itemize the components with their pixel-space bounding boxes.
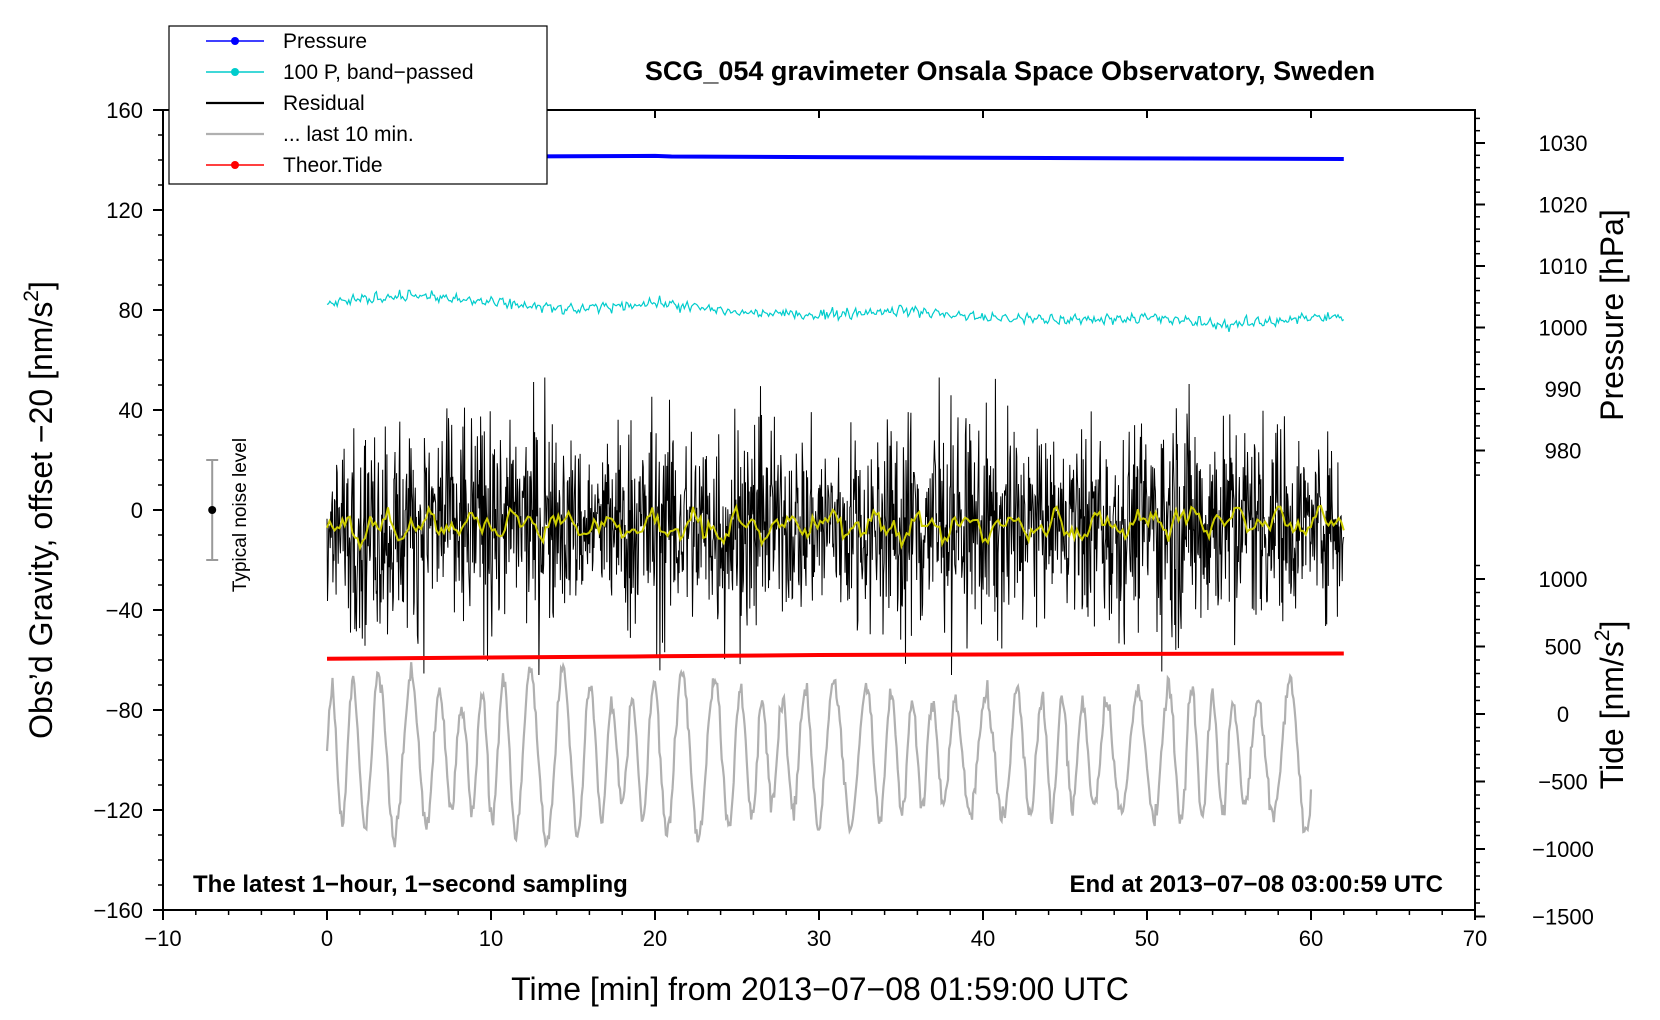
series-residual-line bbox=[326, 377, 1345, 676]
legend-swatch-marker bbox=[231, 37, 239, 45]
y-left-tick-label: −120 bbox=[93, 798, 143, 823]
y-pressure-axis-title: Pressure [hPa] bbox=[1594, 209, 1630, 421]
y-left-tick-label: 40 bbox=[119, 398, 143, 423]
legend-box bbox=[168, 25, 548, 185]
x-tick-label: −10 bbox=[144, 926, 181, 951]
y-tide-axis-title: Tide [nm/s2] bbox=[1591, 621, 1630, 790]
series-theor-tide-line bbox=[326, 651, 1344, 661]
series-layer bbox=[325, 153, 1345, 849]
x-tick-label: 70 bbox=[1463, 926, 1487, 951]
x-tick-label: 60 bbox=[1299, 926, 1323, 951]
y-tide-tick-label: 0 bbox=[1557, 702, 1569, 727]
y-pressure-tick-label: 1020 bbox=[1539, 193, 1588, 218]
y-left-tick-label: −160 bbox=[93, 898, 143, 923]
y-left-axis-title: Obs’d Gravity, offset −20 [nm/s2] bbox=[20, 281, 59, 739]
legend-swatch-marker bbox=[231, 68, 239, 76]
y-pressure-tick-label: 980 bbox=[1545, 439, 1582, 464]
y-left-tick-label: 120 bbox=[106, 198, 143, 223]
y-tide-tick-label: −500 bbox=[1538, 770, 1588, 795]
y-pressure-tick-label: 1030 bbox=[1539, 131, 1588, 156]
y-tide-tick-label: −1500 bbox=[1532, 905, 1594, 930]
x-tick-label: 30 bbox=[807, 926, 831, 951]
chart-title: SCG_054 gravimeter Onsala Space Observat… bbox=[645, 56, 1375, 86]
legend-label: ... last 10 min. bbox=[283, 123, 414, 146]
axes-layer: −10 0 10 20 30 40 50 60 7016012080400−40−80−120−… bbox=[93, 98, 1593, 951]
legend-label: Theor.Tide bbox=[283, 154, 383, 177]
y-tide-tick-label: 1000 bbox=[1539, 567, 1588, 592]
y-left-tick-label: 0 bbox=[131, 498, 143, 523]
y-tide-tick-label: −1000 bbox=[1532, 837, 1594, 862]
series-last-10-min-line bbox=[325, 661, 1313, 849]
series-residual-smoothed-line bbox=[326, 503, 1345, 552]
note-end-time: End at 2013−07−08 03:00:59 UTC bbox=[1069, 871, 1443, 898]
x-tick-label: 20 bbox=[643, 926, 667, 951]
noise-indicator bbox=[206, 459, 219, 561]
y-left-tick-label: 80 bbox=[119, 298, 143, 323]
x-tick-label: 40 bbox=[971, 926, 995, 951]
y-left-tick-label: −80 bbox=[106, 698, 143, 723]
x-axis-title: Time [min] from 2013−07−08 01:59:00 UTC bbox=[511, 971, 1129, 1007]
y-pressure-tick-label: 1000 bbox=[1539, 316, 1588, 341]
x-tick-label: 10 bbox=[479, 926, 503, 951]
series-band-passed-line bbox=[326, 289, 1345, 333]
y-pressure-tick-label: 990 bbox=[1545, 377, 1582, 402]
legend: Pressure 100 P, band−passed Residual ... la… bbox=[168, 25, 548, 185]
legend-label: Residual bbox=[283, 92, 365, 115]
legend-label: Pressure bbox=[283, 30, 367, 53]
noise-bar-center-dot bbox=[208, 506, 217, 514]
x-tick-label: 50 bbox=[1135, 926, 1159, 951]
y-left-tick-label: 160 bbox=[106, 98, 143, 123]
y-tide-tick-label: 500 bbox=[1545, 635, 1582, 660]
y-pressure-tick-label: 1010 bbox=[1539, 254, 1588, 279]
y-left-tick-label: −40 bbox=[106, 598, 143, 623]
legend-swatch-marker bbox=[231, 161, 239, 169]
noise-level-label: Typical noise level bbox=[230, 438, 251, 592]
legend-label: 100 P, band−passed bbox=[283, 61, 474, 84]
x-tick-label: 0 bbox=[321, 926, 333, 951]
note-latest-hour: The latest 1−hour, 1−second sampling bbox=[193, 871, 628, 898]
